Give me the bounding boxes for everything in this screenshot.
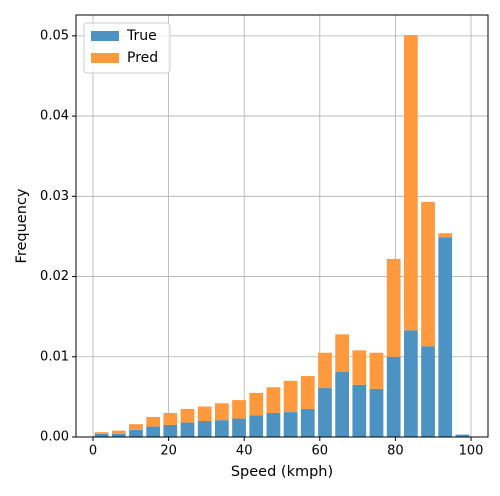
bar: [197, 406, 212, 421]
bar: [455, 434, 470, 437]
bar: [266, 387, 281, 413]
bar: [352, 350, 367, 385]
bar: [266, 412, 281, 437]
bar: [197, 420, 212, 437]
bar: [318, 352, 332, 389]
bar: [386, 356, 401, 437]
bar: [214, 420, 229, 437]
bar: [163, 412, 178, 425]
legend-swatch: [91, 53, 119, 63]
bar: [283, 380, 298, 413]
x-tick-label: 60: [312, 444, 329, 459]
bar: [214, 403, 229, 421]
y-tick-label: 0.00: [40, 430, 69, 445]
bar: [300, 376, 315, 409]
bar: [232, 400, 246, 419]
y-axis-label: Frequency: [14, 188, 30, 263]
y-tick-label: 0.04: [40, 109, 69, 124]
x-tick-label: 100: [459, 444, 484, 459]
bar: [129, 429, 143, 437]
bar: [300, 408, 315, 437]
bar: [421, 346, 435, 437]
bar: [335, 372, 350, 437]
x-axis-label: Speed (kmph): [231, 464, 333, 480]
bar: [180, 408, 195, 423]
bar: [403, 35, 418, 331]
legend-label: Pred: [127, 50, 158, 66]
bar: [94, 432, 109, 434]
x-tick-label: 80: [387, 444, 404, 459]
bar: [163, 424, 178, 437]
bar: [146, 416, 161, 427]
bar: [129, 424, 143, 430]
plot-frame: [75, 14, 489, 438]
bar: [111, 430, 126, 434]
bar: [232, 418, 246, 437]
bar: [352, 384, 367, 437]
bar: [318, 388, 332, 437]
bar: [283, 412, 298, 437]
bar: [94, 433, 109, 437]
x-tick-label: 40: [236, 444, 253, 459]
y-tick-label: 0.01: [40, 349, 69, 364]
y-tick-label: 0.05: [40, 28, 69, 43]
x-tick-label: 20: [160, 444, 177, 459]
x-tick-label: 0: [89, 444, 97, 459]
bar: [386, 258, 401, 357]
bar: [438, 237, 453, 437]
y-tick-label: 0.02: [40, 269, 69, 284]
y-tick-label: 0.03: [40, 189, 69, 204]
bar: [249, 415, 264, 437]
bar: [335, 334, 350, 373]
bar: [421, 201, 435, 347]
bar: [249, 392, 264, 416]
bar: [369, 352, 384, 389]
bar: [403, 330, 418, 437]
bar: [438, 233, 453, 238]
legend-swatch: [91, 31, 119, 41]
legend-label: True: [126, 28, 157, 44]
bar: [146, 426, 161, 437]
bar: [180, 422, 195, 437]
bar: [369, 388, 384, 437]
bar: [111, 433, 126, 437]
